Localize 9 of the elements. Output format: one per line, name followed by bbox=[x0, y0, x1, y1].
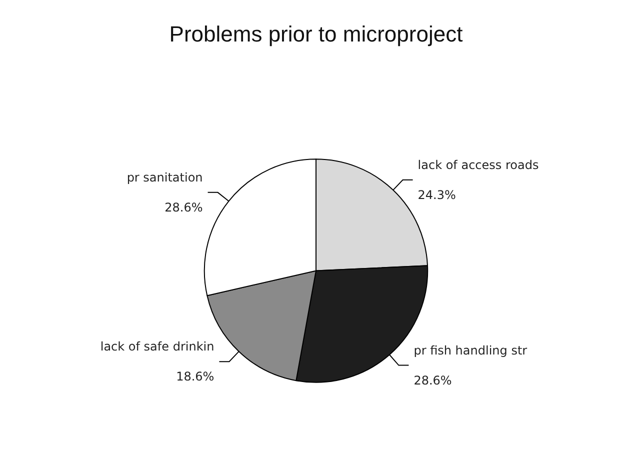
chart-title: Problems prior to microproject bbox=[169, 22, 463, 46]
data-label: 24.3% bbox=[418, 188, 456, 202]
slice-label: pr sanitation bbox=[126, 170, 203, 184]
data-label: 28.6% bbox=[164, 200, 203, 214]
slice-label: lack of access roads bbox=[418, 158, 539, 172]
slice-label: pr fish handling str bbox=[414, 343, 528, 358]
data-label: 28.6% bbox=[414, 373, 452, 388]
data-label: 18.6% bbox=[176, 370, 214, 384]
slice-label: lack of safe drinkin bbox=[100, 340, 214, 354]
